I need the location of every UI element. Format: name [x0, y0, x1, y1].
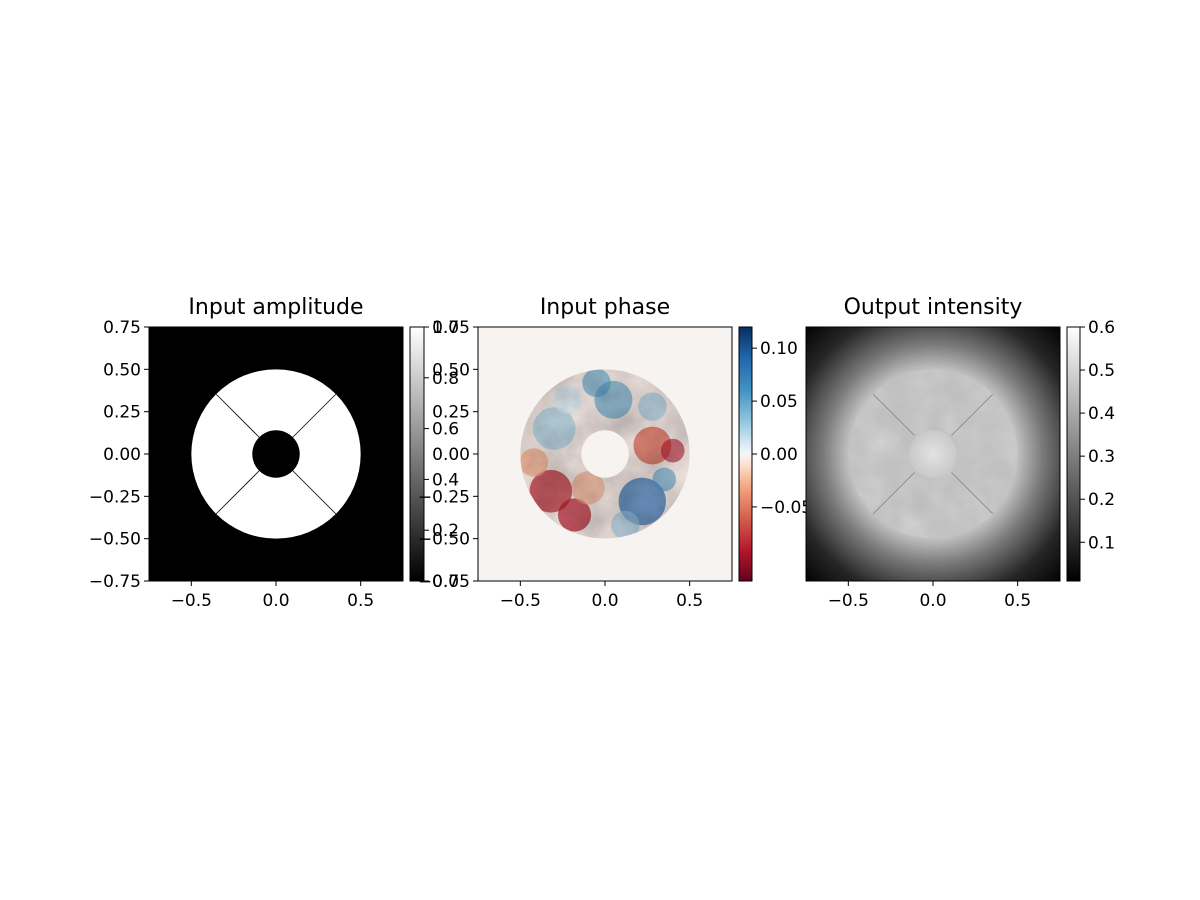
x-tick-label: 0.0	[591, 591, 618, 611]
colorbar-tick-label: 0.10	[760, 339, 798, 359]
y-tick-label: 0.50	[103, 360, 141, 380]
spider-shadow-4	[951, 472, 994, 515]
colorbar	[738, 326, 753, 582]
y-tick-label: 0.75	[432, 318, 470, 338]
x-tick-label: 0.5	[347, 591, 374, 611]
y-tick-label: 0.50	[432, 360, 470, 380]
colorbar-tick-label: 0.8	[432, 369, 459, 389]
chart-title: Input phase	[540, 295, 670, 320]
x-tick-label: 0.5	[676, 591, 703, 611]
y-tick-label: −0.50	[418, 530, 470, 550]
y-tick-label: 0.25	[432, 403, 470, 423]
y-tick-label: −0.50	[89, 530, 141, 550]
panel-3: Output intensity −0.5 0.0 0.5 0.6 0.5 0.4 0.3 0.…	[805, 295, 1115, 611]
y-tick-label: −0.75	[418, 572, 470, 592]
y-tick-label: 0.25	[103, 403, 141, 423]
y-tick-label: 0.00	[103, 445, 141, 465]
spider-vane-3	[215, 470, 260, 515]
x-tick-label: −0.5	[171, 591, 212, 611]
central-obscuration	[581, 430, 629, 478]
spider-vane-4	[292, 470, 337, 515]
colorbar-tick-label: 1.0	[432, 318, 459, 338]
x-tick-label: −0.5	[828, 591, 869, 611]
colorbar-tick-label: 0.0	[432, 572, 459, 592]
colorbar-tick-label: 0.2	[432, 521, 459, 541]
x-tick-label: 0.0	[919, 591, 946, 611]
panel-2: Input phase −0.5 0.0 0.5 0.75 0.50 0.25 0.00 −0.…	[418, 295, 812, 611]
y-tick-label: −0.25	[89, 487, 141, 507]
phase-screen	[520, 369, 690, 539]
spider-shadow-2	[872, 393, 915, 436]
chart-title: Output intensity	[844, 295, 1023, 320]
panel-1: Input amplitude −0.5 0.0 0.5 0.75 0.50 0.25 0.0…	[89, 295, 459, 611]
y-tick-label: 0.75	[103, 318, 141, 338]
colorbar-tick-label: 0.5	[1088, 361, 1115, 381]
colorbar-tick-label: 0.4	[1088, 404, 1115, 424]
spider-vane-1	[292, 393, 337, 438]
colorbar-tick-label: −0.05	[760, 498, 812, 518]
x-tick-label: 0.5	[1004, 591, 1031, 611]
colorbar-tick-label: 0.6	[432, 420, 459, 440]
spider-vane-2	[215, 393, 260, 438]
y-tick-label: −0.75	[89, 572, 141, 592]
colorbar	[409, 326, 425, 582]
central-obscuration	[252, 430, 300, 478]
x-tick-label: 0.0	[262, 591, 289, 611]
colorbar-tick-label: 0.00	[760, 445, 798, 465]
central-bright-spot	[909, 430, 957, 478]
colorbar	[1066, 326, 1081, 582]
colorbar-tick-label: 0.4	[432, 470, 459, 490]
y-tick-label: 0.00	[432, 445, 470, 465]
colorbar-tick-label: 0.1	[1088, 533, 1115, 553]
colorbar-tick-label: 0.2	[1088, 490, 1115, 510]
y-tick-label: −0.25	[418, 487, 470, 507]
colorbar-tick-label: 0.3	[1088, 447, 1115, 467]
colorbar-tick-label: 0.05	[760, 392, 798, 412]
chart-title: Input amplitude	[188, 295, 363, 320]
x-tick-label: −0.5	[500, 591, 541, 611]
spider-shadow-3	[872, 472, 915, 515]
colorbar-tick-label: 0.6	[1088, 318, 1115, 338]
spider-shadow-1	[951, 393, 994, 436]
